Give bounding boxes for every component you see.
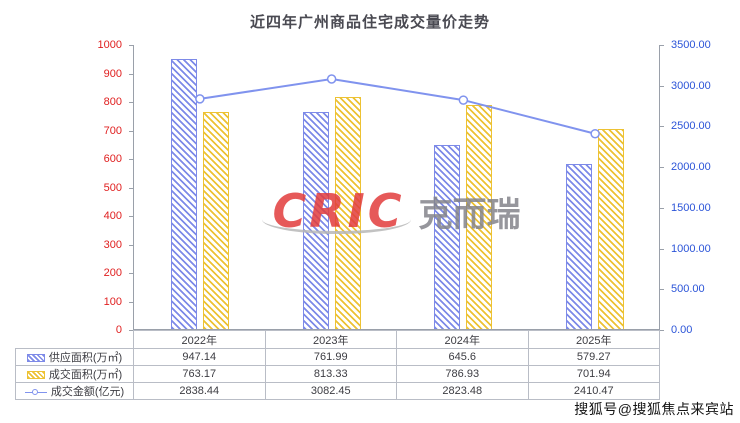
right-axis-tick-label: 2500.00: [671, 120, 711, 133]
table-value-cell: 786.93: [396, 365, 529, 383]
right-axis-tick-label: 3000.00: [671, 79, 711, 92]
left-axis-tick-mark: [129, 187, 134, 189]
bar-series0-2024年: [434, 145, 461, 329]
bar-series1-2022年: [202, 111, 229, 329]
table-row: 成交金额(亿元) 2838.44 3082.45 2823.48 2410.47: [15, 382, 660, 400]
right-axis-tick-mark: [659, 126, 664, 128]
chart-title: 近四年广州商品住宅成交量价走势: [249, 14, 490, 31]
right-axis-tick-mark: [659, 45, 664, 46]
bar-series0-2022年: [170, 59, 197, 329]
bar-series1-2024年: [466, 104, 493, 329]
legend-cell: 供应面积(万㎡): [15, 348, 134, 366]
left-axis-tick-mark: [129, 330, 134, 331]
bar-series0-2023年: [302, 111, 329, 329]
left-axis: 0 100 200 300 400 500 600 700 800 900 1000: [80, 39, 134, 336]
right-axis-tick-mark: [659, 289, 664, 291]
legend-label: 成交金额(亿元): [50, 386, 125, 398]
table-value-cell: 2410.47: [527, 382, 660, 400]
table-value-cell: 763.17: [133, 365, 266, 383]
left-axis-tick-mark: [129, 102, 134, 103]
right-axis-tick-mark: [659, 330, 664, 331]
left-axis-tick-label: 800: [103, 96, 122, 108]
table-value-cell: 813.33: [264, 365, 397, 383]
left-axis-tick-mark: [129, 45, 134, 46]
table-value-cell: 701.94: [527, 365, 660, 383]
legend-label: 供应面积(万㎡): [48, 352, 123, 364]
left-axis-tick-label: 100: [103, 295, 122, 308]
left-axis-tick-mark: [129, 301, 134, 303]
table-year-header: 2022年: [133, 330, 266, 349]
table-year-header: 2025年: [527, 330, 660, 349]
legend-bar-swatch-icon: [26, 354, 45, 363]
table-row: 成交面积(万㎡) 763.17 813.33 786.93 701.94: [15, 365, 660, 383]
right-axis-tick-label: 500.00: [671, 283, 705, 296]
bar-series1-2025年: [598, 128, 625, 329]
legend-bar-swatch-icon: [26, 371, 45, 380]
table-year-header: 2023年: [264, 330, 397, 349]
table-value-cell: 645.6: [396, 348, 529, 366]
line-series: [195, 74, 600, 139]
table-value-cell: 947.14: [133, 348, 266, 366]
left-axis-tick-mark: [129, 73, 134, 75]
left-axis-tick-mark: [129, 159, 134, 160]
right-axis: 0.00 500.00 1000.00 1500.00 2000.00 2500.00 30…: [659, 39, 736, 336]
table-year-header: 2024年: [396, 330, 529, 349]
table-value-cell: 2823.48: [396, 382, 529, 400]
left-axis-tick-label: 0: [115, 324, 122, 336]
left-axis-tick-label: 900: [103, 67, 122, 80]
legend-cell: 成交金额(亿元): [15, 382, 134, 400]
legend-line-swatch-icon: [24, 388, 47, 397]
legend-cell: 成交面积(万㎡): [15, 365, 134, 383]
left-axis-tick-mark: [129, 244, 134, 246]
sohu-watermark: 搜狐号@搜狐焦点来宾站: [574, 401, 734, 417]
right-axis-tick-mark: [659, 248, 664, 250]
left-axis-tick-label: 400: [103, 210, 122, 222]
left-axis-tick-mark: [129, 130, 134, 132]
right-axis-tick-mark: [659, 167, 664, 169]
table-value-cell: 761.99: [264, 348, 397, 366]
bar-series0-2025年: [566, 163, 593, 329]
data-table: 2022年 2023年 2024年 2025年供应面积(万㎡) 947.14 761.99…: [15, 330, 660, 400]
left-axis-tick-label: 500: [103, 181, 122, 194]
left-axis-tick-label: 600: [103, 153, 122, 165]
right-axis-tick-label: 1500.00: [671, 201, 711, 214]
right-axis-tick-label: 0.00: [671, 324, 693, 336]
table-value-cell: 3082.45: [264, 382, 397, 400]
bar-series1-2023年: [334, 97, 361, 329]
table-corner-cell: [16, 331, 134, 349]
left-axis-tick-label: 1000: [97, 39, 122, 51]
right-axis-tick-label: 2000.00: [671, 161, 711, 174]
right-axis-tick-label: 3500.00: [671, 39, 711, 51]
left-axis-tick-mark: [129, 216, 134, 217]
left-axis-tick-mark: [129, 273, 134, 274]
right-axis-tick-label: 1000.00: [671, 242, 711, 255]
table-value-cell: 579.27: [527, 348, 660, 366]
right-axis-tick-mark: [659, 85, 664, 87]
left-axis-tick-label: 300: [103, 238, 122, 251]
left-axis-tick-label: 200: [103, 267, 122, 279]
left-axis-tick-label: 700: [103, 124, 122, 137]
table-value-cell: 2838.44: [133, 382, 266, 400]
legend-label: 成交面积(万㎡): [48, 369, 123, 381]
plot-area: CRIC 克而瑞: [133, 45, 660, 330]
table-row: 供应面积(万㎡) 947.14 761.99 645.6 579.27: [15, 348, 660, 366]
right-axis-tick-mark: [659, 207, 664, 209]
